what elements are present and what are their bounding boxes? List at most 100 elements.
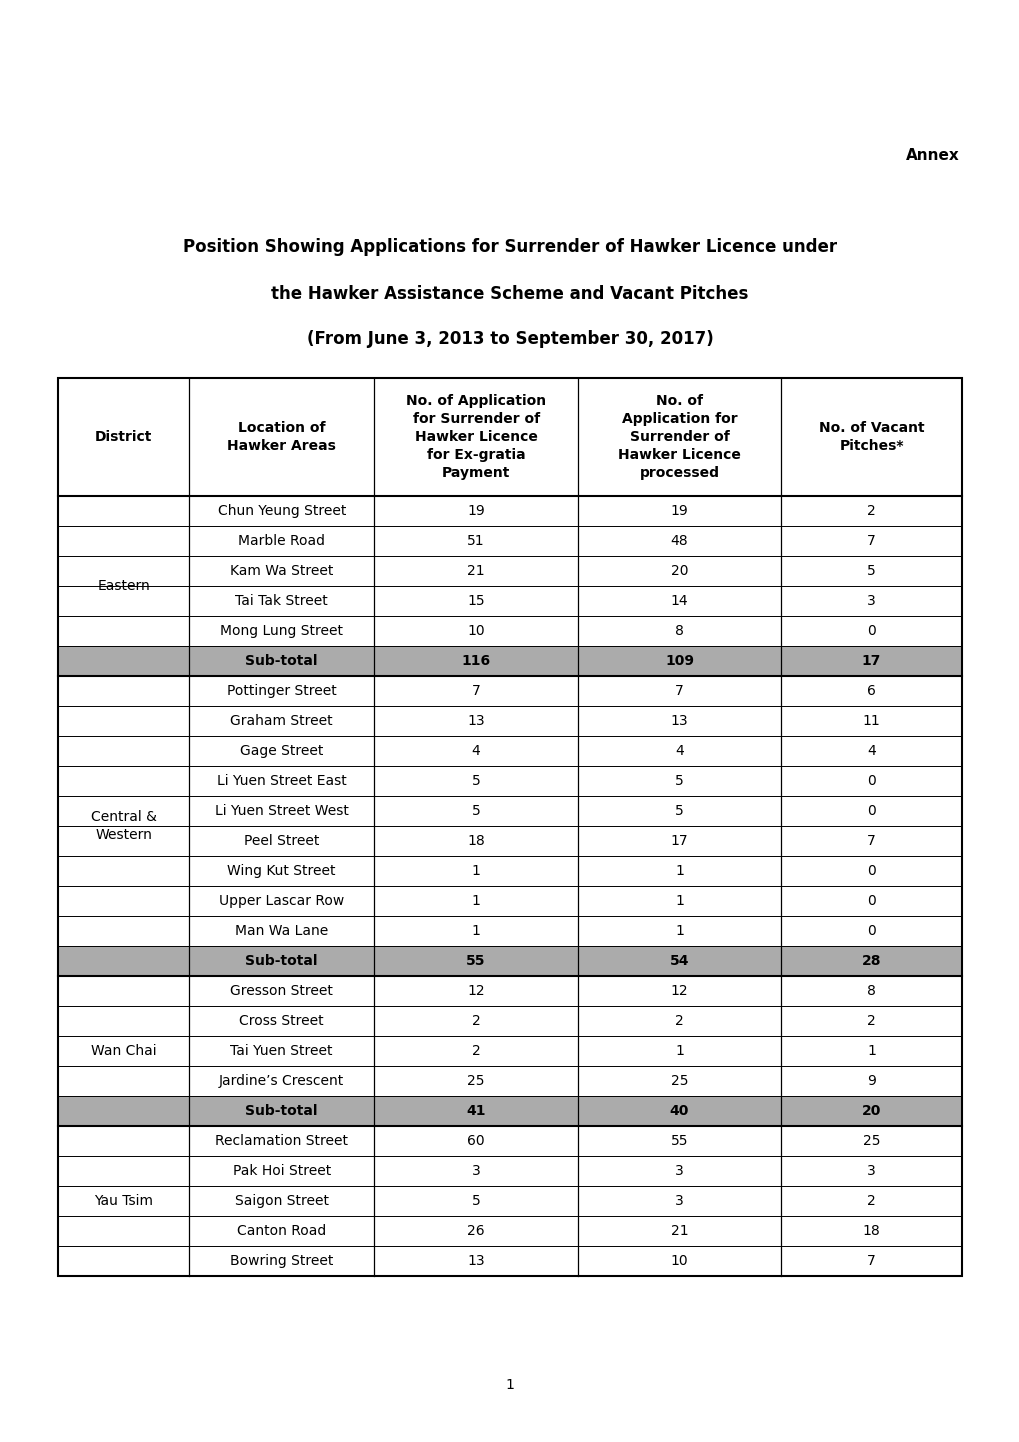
Text: 11: 11 [862,714,879,728]
Text: Man Wa Lane: Man Wa Lane [235,924,328,937]
Text: 1: 1 [675,1044,684,1058]
Text: 17: 17 [671,833,688,848]
Text: 18: 18 [862,1224,879,1239]
Text: 6: 6 [866,684,875,698]
Text: 3: 3 [675,1164,683,1178]
Text: 25: 25 [671,1074,688,1089]
Text: 10: 10 [671,1255,688,1268]
Text: 12: 12 [671,983,688,998]
Text: 5: 5 [866,564,875,578]
Text: 0: 0 [866,805,875,818]
Text: 1: 1 [471,894,480,908]
Text: 13: 13 [467,714,484,728]
Text: 25: 25 [467,1074,484,1089]
Text: 48: 48 [671,534,688,548]
Text: Location of
Hawker Areas: Location of Hawker Areas [227,421,336,453]
Text: 2: 2 [471,1044,480,1058]
Text: 10: 10 [467,624,484,637]
Text: Mong Lung Street: Mong Lung Street [220,624,343,637]
Text: Saigon Street: Saigon Street [234,1194,328,1208]
Text: 5: 5 [675,805,683,818]
Text: 2: 2 [866,505,875,518]
Text: 1: 1 [471,864,480,878]
Text: the Hawker Assistance Scheme and Vacant Pitches: the Hawker Assistance Scheme and Vacant … [271,286,748,303]
Text: 0: 0 [866,774,875,787]
Text: 0: 0 [866,924,875,937]
Text: 0: 0 [866,864,875,878]
Text: 13: 13 [671,714,688,728]
Text: 1: 1 [675,894,684,908]
Text: Annex: Annex [905,149,959,163]
Text: 1: 1 [505,1379,514,1392]
Text: Bowring Street: Bowring Street [230,1255,333,1268]
Text: 0: 0 [866,894,875,908]
Text: Gresson Street: Gresson Street [230,983,333,998]
Text: Canton Road: Canton Road [236,1224,326,1239]
Bar [58,946,961,976]
Text: 2: 2 [471,1014,480,1028]
Text: Li Yuen Street East: Li Yuen Street East [217,774,346,787]
Text: 1: 1 [675,864,684,878]
Text: 3: 3 [675,1194,683,1208]
Text: Tai Yuen Street: Tai Yuen Street [230,1044,332,1058]
Text: Kam Wa Street: Kam Wa Street [230,564,333,578]
Text: 40: 40 [669,1105,689,1118]
Text: Wan Chai: Wan Chai [91,1044,156,1058]
Text: 51: 51 [467,534,484,548]
Text: 4: 4 [675,744,683,758]
Text: 20: 20 [861,1105,880,1118]
Text: District: District [95,430,152,444]
Bar [58,646,961,676]
Text: Gage Street: Gage Street [239,744,323,758]
Text: 55: 55 [671,1133,688,1148]
Text: 9: 9 [866,1074,875,1089]
Text: 3: 3 [866,1164,875,1178]
Text: Position Showing Applications for Surrender of Hawker Licence under: Position Showing Applications for Surren… [182,238,837,257]
Text: 5: 5 [471,1194,480,1208]
Text: Eastern: Eastern [97,580,150,593]
Text: (From June 3, 2013 to September 30, 2017): (From June 3, 2013 to September 30, 2017… [307,330,712,348]
Text: 5: 5 [675,774,683,787]
Text: 7: 7 [866,833,875,848]
Text: Cross Street: Cross Street [239,1014,324,1028]
Text: 8: 8 [866,983,875,998]
Text: 3: 3 [866,594,875,609]
Text: Reclamation Street: Reclamation Street [215,1133,347,1148]
Text: 54: 54 [669,955,689,968]
Text: 18: 18 [467,833,484,848]
Text: 19: 19 [669,505,688,518]
Text: 7: 7 [866,1255,875,1268]
Text: Central &
Western: Central & Western [91,810,156,842]
Text: 7: 7 [471,684,480,698]
Text: Graham Street: Graham Street [230,714,333,728]
Text: 5: 5 [471,805,480,818]
Text: Chun Yeung Street: Chun Yeung Street [217,505,345,518]
Text: 7: 7 [866,534,875,548]
Text: 8: 8 [675,624,684,637]
Text: 4: 4 [866,744,875,758]
Text: 1: 1 [675,924,684,937]
Text: Sub-total: Sub-total [246,1105,318,1118]
Text: Wing Kut Street: Wing Kut Street [227,864,335,878]
Text: Sub-total: Sub-total [246,955,318,968]
Text: 55: 55 [466,955,485,968]
Text: Upper Lascar Row: Upper Lascar Row [219,894,344,908]
Text: Pottinger Street: Pottinger Street [226,684,336,698]
Text: 14: 14 [671,594,688,609]
Text: 21: 21 [671,1224,688,1239]
Text: 17: 17 [861,655,880,668]
Text: 1: 1 [866,1044,875,1058]
Text: No. of
Application for
Surrender of
Hawker Licence
processed: No. of Application for Surrender of Hawk… [618,394,740,480]
Text: 3: 3 [471,1164,480,1178]
Text: Jardine’s Crescent: Jardine’s Crescent [219,1074,344,1089]
Text: 4: 4 [471,744,480,758]
Text: 116: 116 [461,655,490,668]
Text: 26: 26 [467,1224,484,1239]
Text: 109: 109 [664,655,693,668]
Text: Pak Hoi Street: Pak Hoi Street [232,1164,330,1178]
Bar [58,378,961,1276]
Text: 21: 21 [467,564,484,578]
Text: No. of Application
for Surrender of
Hawker Licence
for Ex-gratia
Payment: No. of Application for Surrender of Hawk… [406,394,545,480]
Text: 15: 15 [467,594,484,609]
Text: Li Yuen Street West: Li Yuen Street West [215,805,348,818]
